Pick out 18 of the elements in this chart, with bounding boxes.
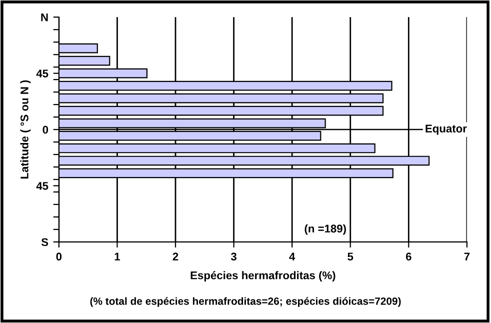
x-tick-label: 6 — [406, 252, 412, 261]
y-axis-title: Latitude ( °S ou N ) — [20, 80, 31, 179]
x-axis-title: Espécies hermafroditas (%) — [190, 271, 336, 282]
annotation: (n =189) — [304, 224, 346, 235]
text: (% total de espécies hermafroditas=26; espécies dióicas=7209) — [90, 297, 401, 307]
y-tick-label: N — [41, 14, 48, 22]
ref-line-label: Equator — [426, 124, 467, 135]
y-tick-label: 45 — [36, 182, 48, 190]
y-tick-label: 45 — [36, 70, 48, 78]
x-tick-label: 1 — [114, 252, 120, 260]
y-tick-label: S — [41, 238, 48, 246]
x-tick-label: 2 — [172, 252, 178, 260]
x-tick-label: 3 — [230, 252, 236, 261]
y-tick-label: 0 — [42, 126, 48, 134]
x-tick-label: 4 — [289, 252, 296, 260]
x-tick-label: 0 — [56, 252, 62, 261]
x-tick-label: 5 — [348, 252, 354, 261]
x-tick-label: 7 — [464, 252, 470, 260]
